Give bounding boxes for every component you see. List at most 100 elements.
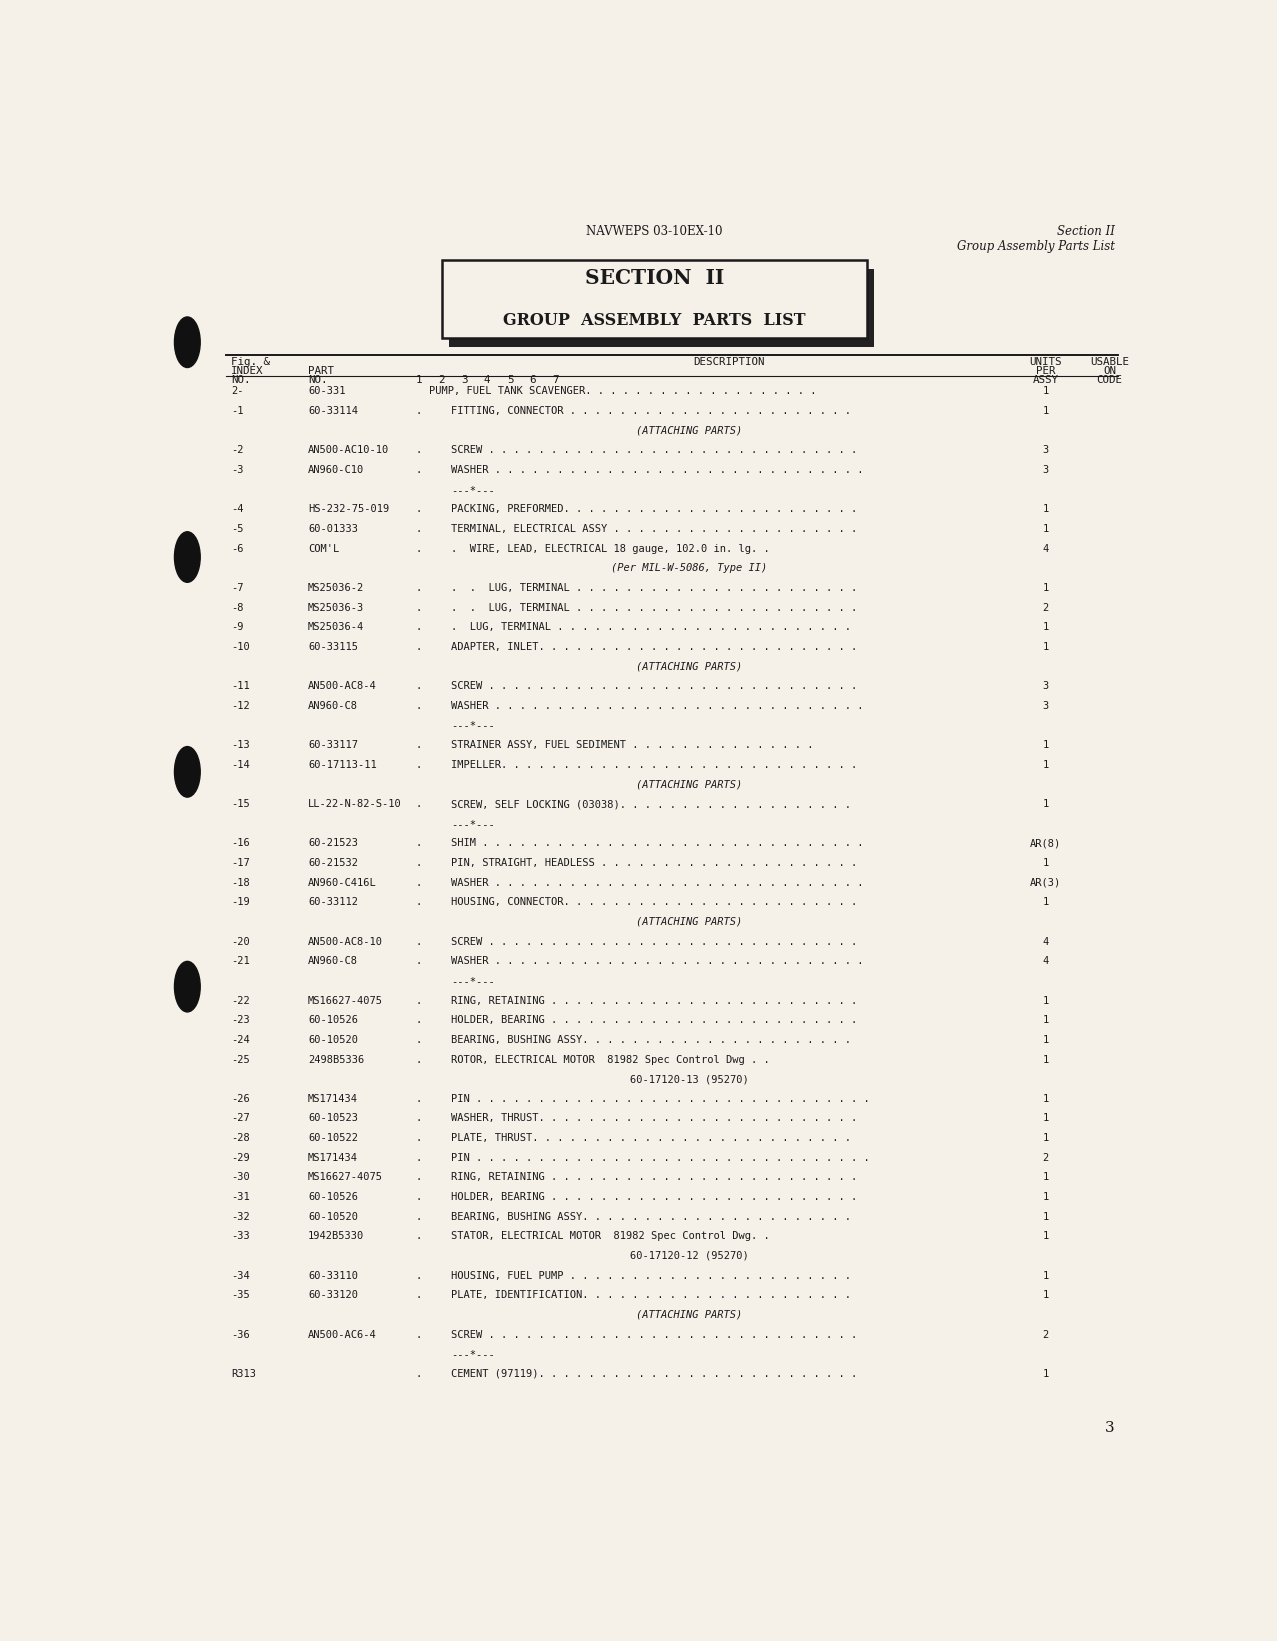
Text: ---*---: ---*--- [452, 1349, 495, 1359]
Text: 4: 4 [1042, 543, 1048, 553]
Text: PIN, STRAIGHT, HEADLESS . . . . . . . . . . . . . . . . . . . . .: PIN, STRAIGHT, HEADLESS . . . . . . . . … [451, 858, 857, 868]
Text: -6: -6 [231, 543, 244, 553]
Text: 60-33115: 60-33115 [308, 642, 358, 651]
Text: .: . [416, 799, 421, 809]
Text: .  WIRE, LEAD, ELECTRICAL 18 gauge, 102.0 in. lg. .: . WIRE, LEAD, ELECTRICAL 18 gauge, 102.0… [451, 543, 769, 553]
Text: 60-21523: 60-21523 [308, 839, 358, 848]
Text: .: . [416, 878, 421, 888]
Text: Section II: Section II [1057, 225, 1115, 238]
Text: 4: 4 [1042, 937, 1048, 947]
Text: SECTION  II: SECTION II [585, 267, 724, 287]
Text: 60-10522: 60-10522 [308, 1132, 358, 1144]
Text: -12: -12 [231, 701, 249, 711]
Text: HOUSING, FUEL PUMP . . . . . . . . . . . . . . . . . . . . . . .: HOUSING, FUEL PUMP . . . . . . . . . . .… [451, 1270, 850, 1280]
Text: 3: 3 [1042, 464, 1048, 474]
Text: WASHER . . . . . . . . . . . . . . . . . . . . . . . . . . . . . .: WASHER . . . . . . . . . . . . . . . . .… [451, 464, 863, 474]
Text: 60-33117: 60-33117 [308, 740, 358, 750]
Text: 1: 1 [1042, 1211, 1048, 1221]
Text: 1: 1 [1042, 386, 1048, 397]
Text: .  .  LUG, TERMINAL . . . . . . . . . . . . . . . . . . . . . . .: . . LUG, TERMINAL . . . . . . . . . . . … [451, 602, 857, 612]
Text: 60-01333: 60-01333 [308, 523, 358, 533]
Text: .: . [416, 1172, 421, 1183]
Text: -5: -5 [231, 523, 244, 533]
Text: -18: -18 [231, 878, 249, 888]
Text: AR(3): AR(3) [1029, 878, 1061, 888]
Text: 60-331: 60-331 [308, 386, 346, 397]
Text: 1: 1 [1042, 1369, 1048, 1378]
Text: ON: ON [1103, 366, 1116, 376]
Text: .: . [416, 701, 421, 711]
Text: .: . [416, 898, 421, 907]
Text: .: . [416, 1369, 421, 1378]
Text: AN960-C8: AN960-C8 [308, 701, 358, 711]
Text: 1: 1 [1042, 858, 1048, 868]
Text: (ATTACHING PARTS): (ATTACHING PARTS) [636, 425, 742, 437]
Text: -13: -13 [231, 740, 249, 750]
Text: -17: -17 [231, 858, 249, 868]
Text: .: . [416, 523, 421, 533]
Text: -4: -4 [231, 504, 244, 514]
Text: .: . [416, 1270, 421, 1280]
Text: .: . [416, 1132, 421, 1144]
Text: INDEX: INDEX [231, 366, 263, 376]
Text: BEARING, BUSHING ASSY. . . . . . . . . . . . . . . . . . . . . .: BEARING, BUSHING ASSY. . . . . . . . . .… [451, 1035, 850, 1045]
Text: 1: 1 [1042, 996, 1048, 1006]
Text: -32: -32 [231, 1211, 249, 1221]
Text: -22: -22 [231, 996, 249, 1006]
Text: HOLDER, BEARING . . . . . . . . . . . . . . . . . . . . . . . . .: HOLDER, BEARING . . . . . . . . . . . . … [451, 1016, 857, 1026]
Text: AR(8): AR(8) [1029, 839, 1061, 848]
Text: MS16627-4075: MS16627-4075 [308, 996, 383, 1006]
Text: 1: 1 [1042, 898, 1048, 907]
Text: AN960-C10: AN960-C10 [308, 464, 364, 474]
Text: 1: 1 [1042, 1095, 1048, 1104]
Text: 6: 6 [530, 376, 536, 386]
Text: -26: -26 [231, 1095, 249, 1104]
Text: RING, RETAINING . . . . . . . . . . . . . . . . . . . . . . . . .: RING, RETAINING . . . . . . . . . . . . … [451, 1172, 857, 1183]
Text: 60-21532: 60-21532 [308, 858, 358, 868]
Text: MS16627-4075: MS16627-4075 [308, 1172, 383, 1183]
Text: Group Assembly Parts List: Group Assembly Parts List [956, 240, 1115, 253]
Text: 2: 2 [1042, 602, 1048, 612]
Text: -36: -36 [231, 1329, 249, 1339]
Text: PART: PART [308, 366, 335, 376]
Text: .: . [416, 1191, 421, 1203]
Ellipse shape [175, 317, 200, 368]
Text: -30: -30 [231, 1172, 249, 1183]
Text: WASHER . . . . . . . . . . . . . . . . . . . . . . . . . . . . . .: WASHER . . . . . . . . . . . . . . . . .… [451, 701, 863, 711]
Text: CODE: CODE [1097, 376, 1122, 386]
Text: -35: -35 [231, 1290, 249, 1300]
Text: Fig. &: Fig. & [231, 358, 269, 368]
Text: .: . [416, 839, 421, 848]
Text: -3: -3 [231, 464, 244, 474]
Text: 7: 7 [552, 376, 559, 386]
Text: .: . [416, 543, 421, 553]
Text: .: . [416, 1035, 421, 1045]
Text: ---*---: ---*--- [452, 976, 495, 986]
Text: 5: 5 [507, 376, 513, 386]
Text: WASHER . . . . . . . . . . . . . . . . . . . . . . . . . . . . . .: WASHER . . . . . . . . . . . . . . . . .… [451, 878, 863, 888]
Text: -33: -33 [231, 1231, 249, 1241]
Text: 60-17120-12 (95270): 60-17120-12 (95270) [630, 1250, 748, 1260]
Text: .: . [416, 1231, 421, 1241]
Text: 1: 1 [1042, 760, 1048, 770]
Text: PLATE, IDENTIFICATION. . . . . . . . . . . . . . . . . . . . . .: PLATE, IDENTIFICATION. . . . . . . . . .… [451, 1290, 850, 1300]
Text: 4: 4 [1042, 957, 1048, 967]
Text: (Per MIL-W-5086, Type II): (Per MIL-W-5086, Type II) [610, 563, 767, 573]
Text: MS171434: MS171434 [308, 1152, 358, 1163]
Text: 2498B5336: 2498B5336 [308, 1055, 364, 1065]
Text: .: . [416, 858, 421, 868]
Text: 1: 1 [1042, 1055, 1048, 1065]
Text: .: . [416, 996, 421, 1006]
Text: .: . [416, 1114, 421, 1124]
Text: 60-10520: 60-10520 [308, 1035, 358, 1045]
Text: 1: 1 [1042, 1191, 1048, 1203]
Text: .: . [416, 642, 421, 651]
Text: 1: 1 [1042, 622, 1048, 632]
Text: MS171434: MS171434 [308, 1095, 358, 1104]
Text: .: . [416, 937, 421, 947]
Text: HS-232-75-019: HS-232-75-019 [308, 504, 389, 514]
Text: .: . [416, 1211, 421, 1221]
Text: 60-17113-11: 60-17113-11 [308, 760, 377, 770]
Text: USABLE: USABLE [1091, 358, 1129, 368]
Text: .  .  LUG, TERMINAL . . . . . . . . . . . . . . . . . . . . . . .: . . LUG, TERMINAL . . . . . . . . . . . … [451, 583, 857, 592]
